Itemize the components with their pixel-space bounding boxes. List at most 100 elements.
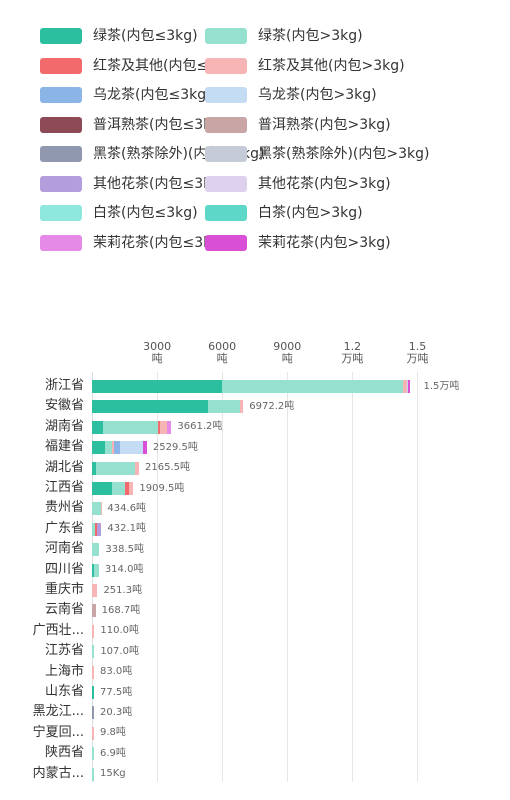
legend-label: 茉莉花茶(内包≤3kg) bbox=[93, 234, 226, 251]
legend-swatch bbox=[40, 175, 82, 192]
category-label: 广东省 bbox=[44, 520, 84, 536]
legend-swatch bbox=[40, 146, 82, 162]
total-label: 338.5吨 bbox=[105, 543, 144, 555]
bar-segment bbox=[92, 624, 95, 638]
bar-segment bbox=[111, 482, 125, 495]
bar-segment bbox=[92, 686, 94, 699]
bar-segment bbox=[96, 461, 136, 475]
legend-swatch bbox=[205, 175, 247, 192]
bar-segment bbox=[92, 420, 103, 434]
legend-swatch bbox=[40, 87, 82, 103]
legend-swatch bbox=[40, 28, 82, 44]
legend-label: 乌龙茶(内包≤3kg) bbox=[93, 87, 212, 103]
bar-segment bbox=[166, 420, 172, 434]
category-label: 黑龙江... bbox=[32, 704, 84, 720]
legend-swatch bbox=[205, 234, 247, 251]
category-label: 广西壮... bbox=[32, 622, 84, 638]
bar-segment bbox=[92, 665, 94, 679]
total-label: 20.3吨 bbox=[100, 706, 133, 718]
legend-swatch bbox=[40, 116, 82, 133]
category-label: 江西省 bbox=[44, 480, 84, 495]
total-label: 77.5吨 bbox=[100, 686, 133, 698]
bar-segment bbox=[92, 726, 94, 740]
category-label: 宁夏回... bbox=[32, 724, 84, 740]
bar-segment bbox=[92, 645, 95, 659]
legend-swatch bbox=[205, 116, 247, 133]
legend-label: 茉莉花茶(内包>3kg) bbox=[258, 234, 391, 251]
category-label: 上海市 bbox=[44, 663, 84, 679]
total-label: 15Kg bbox=[100, 768, 126, 780]
bar-segment bbox=[113, 441, 121, 455]
category-label: 浙江省 bbox=[44, 378, 84, 393]
total-label: 107.0吨 bbox=[100, 645, 139, 657]
bar-segment bbox=[92, 563, 95, 577]
legend-label: 普洱熟茶(内包>3kg) bbox=[258, 116, 391, 133]
x-tick-label: 6000 吨 bbox=[208, 340, 237, 365]
bar-segment bbox=[100, 502, 103, 516]
category-label: 安徽省 bbox=[44, 398, 84, 414]
category-label: 湖南省 bbox=[44, 418, 84, 434]
total-label: 314.0吨 bbox=[104, 564, 144, 576]
legend-swatch bbox=[40, 205, 82, 221]
bar-segment bbox=[92, 706, 94, 720]
bar-segment bbox=[240, 400, 244, 414]
category-label: 云南省 bbox=[44, 602, 84, 618]
category-label: 贵州省 bbox=[44, 500, 84, 516]
bar-segment bbox=[102, 420, 158, 434]
x-tick-label: 1.5 万吨 bbox=[406, 340, 429, 365]
legend-label: 普洱熟茶(内包≤3kg) bbox=[93, 116, 226, 133]
category-label: 江苏省 bbox=[44, 643, 84, 659]
legend-swatch bbox=[205, 28, 247, 44]
bar-segment bbox=[403, 380, 407, 393]
total-label: 432.1吨 bbox=[107, 523, 147, 535]
bar-segment bbox=[208, 400, 241, 414]
bar-segment bbox=[120, 441, 143, 455]
legend-label: 绿茶(内包>3kg) bbox=[258, 28, 363, 44]
legend-swatch bbox=[205, 57, 247, 74]
total-label: 6972.2吨 bbox=[249, 400, 295, 412]
bar-segment bbox=[92, 767, 94, 781]
bar-segment bbox=[92, 543, 100, 557]
category-label: 内蒙古... bbox=[32, 765, 84, 781]
legend-label: 绿茶(内包≤3kg) bbox=[93, 28, 198, 44]
legend-label: 其他花茶(内包>3kg) bbox=[258, 175, 391, 192]
grid-line bbox=[222, 372, 224, 782]
bar-segment bbox=[111, 441, 114, 455]
bar-segment bbox=[97, 522, 102, 536]
bar-segment bbox=[135, 461, 139, 475]
bar-segment bbox=[406, 380, 409, 393]
bar-segment bbox=[124, 482, 130, 495]
grid-line bbox=[417, 372, 419, 782]
legend-swatch bbox=[205, 87, 247, 103]
legend-label: 其他花茶(内包≤3kg) bbox=[93, 175, 226, 192]
total-label: 9.8吨 bbox=[100, 727, 126, 739]
bar-segment bbox=[222, 380, 404, 393]
total-label: 6.9吨 bbox=[100, 747, 126, 759]
total-label: 2165.5吨 bbox=[144, 462, 190, 474]
bar-segment bbox=[92, 584, 98, 597]
legend-swatch bbox=[40, 57, 82, 74]
legend-label: 红茶及其他(内包≤3kg) bbox=[93, 57, 240, 74]
category-label: 福建省 bbox=[44, 439, 84, 455]
category-label: 陕西省 bbox=[44, 745, 84, 761]
category-label: 河南省 bbox=[44, 541, 84, 557]
x-tick-label: 9000 吨 bbox=[273, 340, 302, 365]
bar-segment bbox=[129, 482, 134, 495]
bar-segment bbox=[92, 400, 209, 414]
category-label: 湖北省 bbox=[44, 459, 84, 475]
total-label: 434.6吨 bbox=[107, 502, 147, 514]
grid-line bbox=[352, 372, 354, 782]
total-label: 1909.5吨 bbox=[139, 482, 185, 494]
legend-swatch bbox=[205, 146, 247, 162]
grid-line bbox=[157, 372, 159, 782]
total-label: 251.3吨 bbox=[103, 584, 143, 596]
total-label: 1.5万吨 bbox=[423, 380, 460, 392]
bar-segment bbox=[92, 604, 96, 618]
bar-segment bbox=[160, 420, 167, 434]
bar-segment bbox=[92, 461, 97, 475]
legend-swatch bbox=[40, 234, 82, 251]
axis-line bbox=[92, 372, 93, 782]
bar-segment bbox=[92, 441, 106, 455]
bar-segment bbox=[92, 522, 95, 536]
